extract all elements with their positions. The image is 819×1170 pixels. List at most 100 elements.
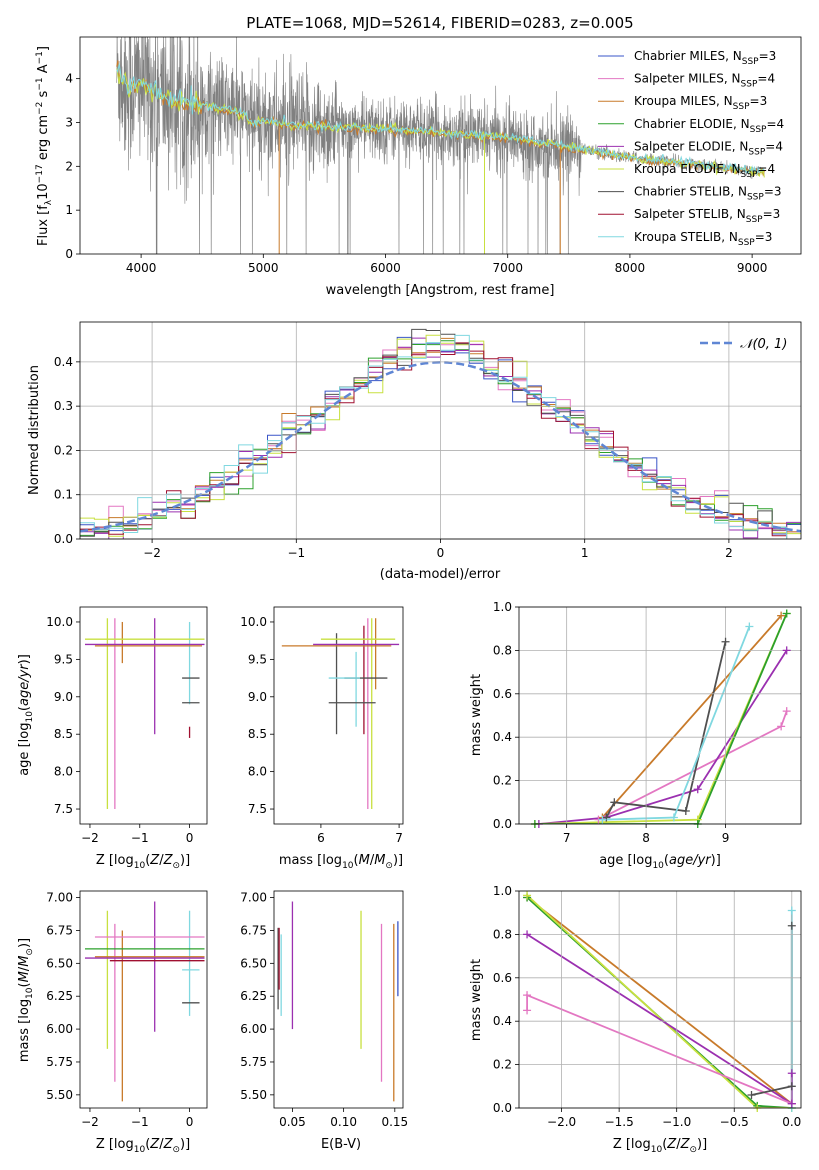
label-part: ( (664, 853, 669, 868)
y-tick-label: 0.0 (493, 1101, 512, 1115)
label-part: =4 (757, 72, 775, 86)
axes-spectrum: 4000 5000 6000 7000 8000 9000 0 1 2 3 4 PLATE=1068,… (35, 14, 802, 298)
y-tick-label: 0.8 (493, 643, 512, 657)
y-tick-label: 1 (65, 203, 73, 217)
y-tick-label: 10.0 (240, 615, 267, 629)
y-tick-label: 7.00 (240, 891, 267, 905)
x-tick-label: 0.10 (330, 1115, 357, 1129)
y-tick-label: 4 (65, 72, 73, 86)
y-tick-label: 6.00 (46, 1022, 73, 1036)
x-tick-label: −1.0 (662, 1115, 691, 1129)
y-tick-label: 8.0 (54, 765, 73, 779)
x-tick-label: −2 (143, 546, 161, 560)
data-marker (745, 622, 754, 631)
x-tick-label: 9000 (737, 261, 768, 275)
label-part: SSP (742, 57, 759, 67)
label-part: 10 (36, 183, 51, 200)
label-part: ( (662, 1137, 667, 1152)
y-tick-label: 6.25 (240, 989, 267, 1003)
label-part: Kroupa MILES, N (634, 94, 733, 108)
label-part: )] (393, 853, 403, 868)
x-tick-label: 0.0 (782, 1115, 801, 1129)
label-part: / (159, 853, 164, 868)
label-part: ⊙ (689, 1145, 697, 1155)
data-marker (782, 646, 791, 655)
data-marker (523, 1006, 532, 1015)
legend-label: Kroupa ELODIE, NSSP=4 (634, 162, 775, 180)
label-part: A (36, 64, 51, 77)
y-axis-label: mass weight (469, 959, 484, 1041)
y-tick-label: 6.50 (46, 956, 73, 970)
x-tick-label: 7 (395, 831, 403, 845)
y-tick-label: 7.00 (46, 891, 73, 905)
y-tick-label: 5.50 (240, 1088, 267, 1102)
x-tick-label: 0 (186, 1115, 194, 1129)
y-tick-label: 0.2 (493, 774, 512, 788)
data-marker (782, 707, 791, 716)
y-tick-label: 1.0 (493, 884, 512, 898)
y-tick-label: 0.0 (493, 817, 512, 831)
label-part: ⊙ (385, 861, 393, 871)
x-axis-label: age [log10(age/yr)] (599, 853, 721, 871)
label-part: SSP (738, 238, 755, 248)
axes-massweight-vs-Z: −2.0 −1.5 −1.0 −0.5 0.0 0.0 0.2 0.4 0.6 0.8 1.0 Z [… (469, 884, 802, 1155)
label-part: mass [log (279, 853, 342, 868)
y-tick-label: 10.0 (46, 615, 73, 629)
model-spectrum (116, 63, 765, 176)
y-axis-label: mass weight (469, 674, 484, 756)
data-marker (777, 611, 786, 620)
y-tick-label: 0.8 (493, 927, 512, 941)
data-spectrum (116, 37, 765, 254)
label-part: =3 (755, 230, 773, 244)
label-part: s (36, 90, 51, 101)
y-tick-label: 0.6 (493, 971, 512, 985)
x-axis-label: Z [log10(Z/Z⊙)] (613, 1137, 707, 1155)
y-tick-label: 7.5 (248, 802, 267, 816)
label-part: SSP (733, 102, 750, 112)
label-part: Z (149, 1137, 160, 1152)
label-part: =3 (763, 207, 781, 221)
axes-frame (79, 606, 208, 825)
data-marker (681, 806, 690, 815)
data-marker (747, 1090, 756, 1099)
label-part: M (374, 853, 385, 868)
x-tick-label: 4000 (126, 261, 157, 275)
y-tick-label: 6.50 (240, 956, 267, 970)
label-part: Z [log (96, 853, 134, 868)
data-marker (693, 785, 702, 794)
x-tick-label: −1 (131, 831, 149, 845)
label-part: age [log (599, 853, 652, 868)
plot-area (281, 618, 400, 810)
label-part: age/yr (17, 663, 32, 706)
x-tick-label: −1 (287, 546, 305, 560)
label-part: Chabrier MILES, N (634, 49, 742, 63)
x-axis-label: E(B-V) (321, 1137, 361, 1152)
series-line (526, 933, 793, 1105)
legend-label: 𝒩(0, 1) (740, 337, 787, 352)
data-marker (787, 906, 796, 915)
label-part: Chabrier ELODIE, N (634, 117, 750, 131)
x-axis-label: Z [log10(Z/Z⊙)] (96, 1137, 190, 1155)
y-tick-label: 3 (65, 115, 73, 129)
x-axis-label: (data-model)/error (380, 567, 501, 582)
x-tick-label: 6 (317, 831, 325, 845)
label-part: −1 (35, 51, 45, 64)
plot-area (526, 894, 793, 1108)
data-marker (782, 609, 791, 618)
label-part: M (17, 971, 32, 982)
label-part: Z [log (96, 1137, 134, 1152)
label-part: )] (711, 853, 721, 868)
label-part: / (370, 853, 375, 868)
series-line (526, 993, 793, 1105)
label-part: mass [log (17, 999, 32, 1062)
axes-mass-vs-Z: −2 −1 05.505.756.006.256.506.757.00Z [log1… (17, 891, 208, 1155)
label-part: / (17, 966, 32, 971)
label-part: −2 (35, 102, 45, 115)
series-line (751, 925, 793, 1096)
series-line (526, 894, 792, 1108)
y-tick-label: 9.0 (54, 690, 73, 704)
plot-area (84, 901, 205, 1102)
label-part: )] (17, 654, 32, 664)
label-part: =4 (766, 117, 784, 131)
axes-frame (518, 606, 802, 825)
